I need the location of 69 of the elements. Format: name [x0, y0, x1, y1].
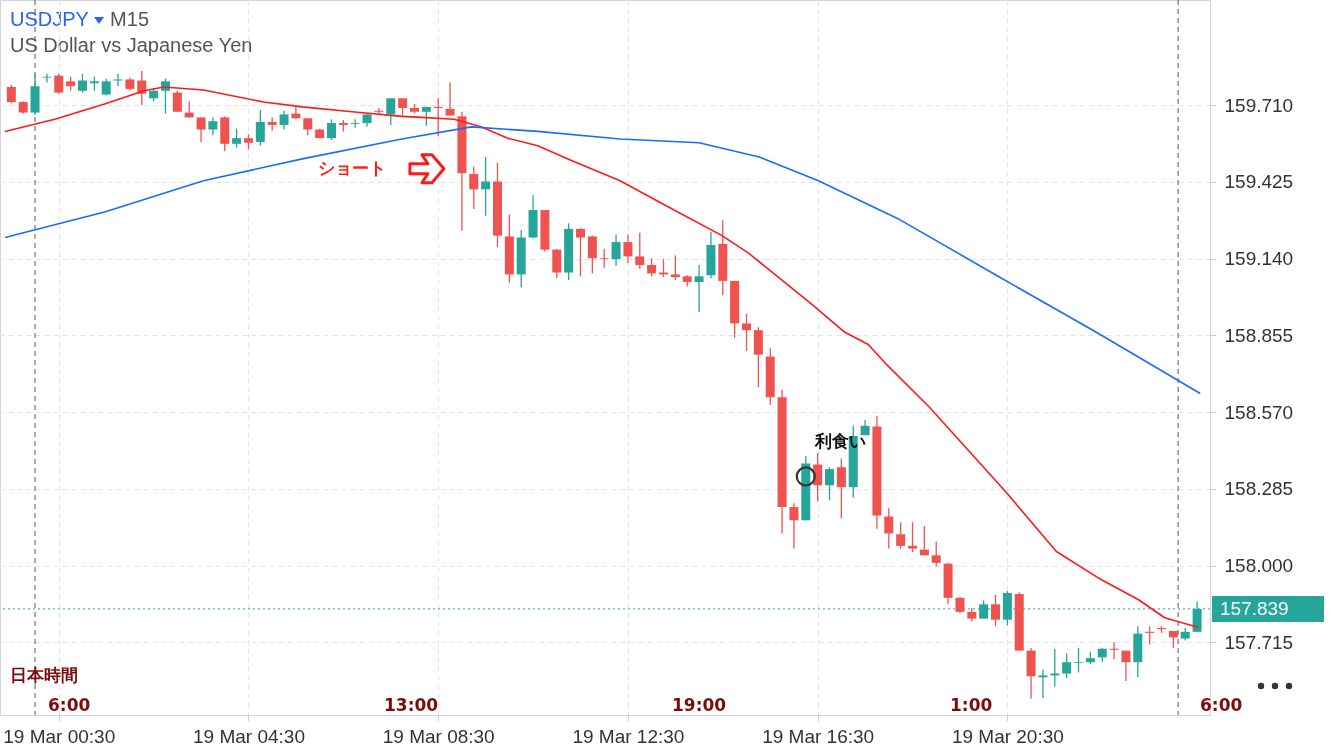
ref-line-label: 157.839	[1220, 597, 1289, 619]
annotation: 1:00	[950, 695, 993, 715]
candlestick	[611, 233, 621, 267]
candlestick	[433, 97, 443, 137]
candlestick	[1109, 641, 1119, 660]
candlestick	[908, 521, 918, 553]
candlestick	[789, 502, 799, 550]
text: US Dollar vs Japanese Yen	[10, 33, 253, 58]
candlestick	[825, 466, 835, 502]
x-tick-label: 19 Mar 00:30	[3, 725, 116, 747]
y-tick-label: 158.855	[1224, 324, 1294, 346]
y-tick-label: 158.570	[1224, 401, 1294, 423]
x-tick-label: 19 Mar 20:30	[951, 725, 1064, 747]
candlestick	[836, 457, 846, 520]
candlestick	[196, 116, 206, 143]
y-tick-label: 159.710	[1224, 94, 1294, 116]
candlestick	[1074, 647, 1084, 674]
x-tick-label: 19 Mar 04:30	[192, 725, 305, 747]
candlestick	[1038, 669, 1048, 699]
x-tick-label: 19 Mar 08:30	[382, 725, 495, 747]
candlestick	[77, 73, 87, 94]
annotation: M15	[110, 8, 150, 30]
candlestick	[931, 541, 941, 568]
candlestick	[54, 73, 64, 95]
candlestick	[172, 90, 182, 113]
candlestick	[113, 73, 123, 87]
candlestick	[255, 109, 265, 147]
annotation: 19:00	[672, 695, 727, 715]
candlestick	[445, 81, 455, 117]
annotation: 6:00	[1200, 695, 1243, 715]
candlestick	[469, 165, 479, 210]
y-tick-label: 157.715	[1224, 631, 1294, 653]
candlestick	[386, 97, 396, 126]
annotation: 日本時間	[10, 665, 78, 685]
candlestick	[623, 233, 633, 264]
candlestick	[398, 97, 408, 117]
candlestick	[991, 594, 1001, 627]
chart-title: USDJPY	[10, 8, 89, 30]
candlestick	[742, 313, 751, 352]
candlestick	[6, 84, 16, 104]
x-tick-label: 19 Mar 16:30	[762, 725, 875, 747]
candlestick	[279, 110, 289, 131]
candlestick	[481, 156, 491, 217]
candlestick	[552, 248, 562, 279]
y-tick-label: 159.425	[1224, 171, 1294, 193]
candlestick	[374, 107, 384, 116]
candlestick	[575, 227, 585, 277]
y-tick-label: 159.140	[1224, 248, 1294, 270]
candlestick	[587, 234, 597, 274]
candlestick	[42, 73, 52, 84]
annotation: ショート	[317, 157, 386, 178]
candlestick	[232, 128, 242, 149]
candlestick	[647, 257, 657, 277]
candlestick	[1121, 649, 1131, 682]
y-tick-label: 158.000	[1224, 555, 1294, 577]
candlestick	[896, 521, 906, 550]
candlestick	[1062, 652, 1072, 679]
candlestick	[670, 254, 680, 281]
annotation: 13:00	[384, 695, 439, 715]
y-tick-label: 158.285	[1224, 478, 1294, 500]
candlestick	[1145, 625, 1155, 645]
candlestick	[635, 232, 645, 270]
x-tick-label: 19 Mar 12:30	[572, 725, 685, 747]
annotation: 6:00	[48, 695, 91, 715]
annotation: 利食い	[813, 431, 866, 452]
candlestick	[884, 507, 894, 550]
candlestick	[599, 248, 609, 269]
candlestick	[326, 118, 336, 141]
candlestick	[694, 264, 704, 313]
